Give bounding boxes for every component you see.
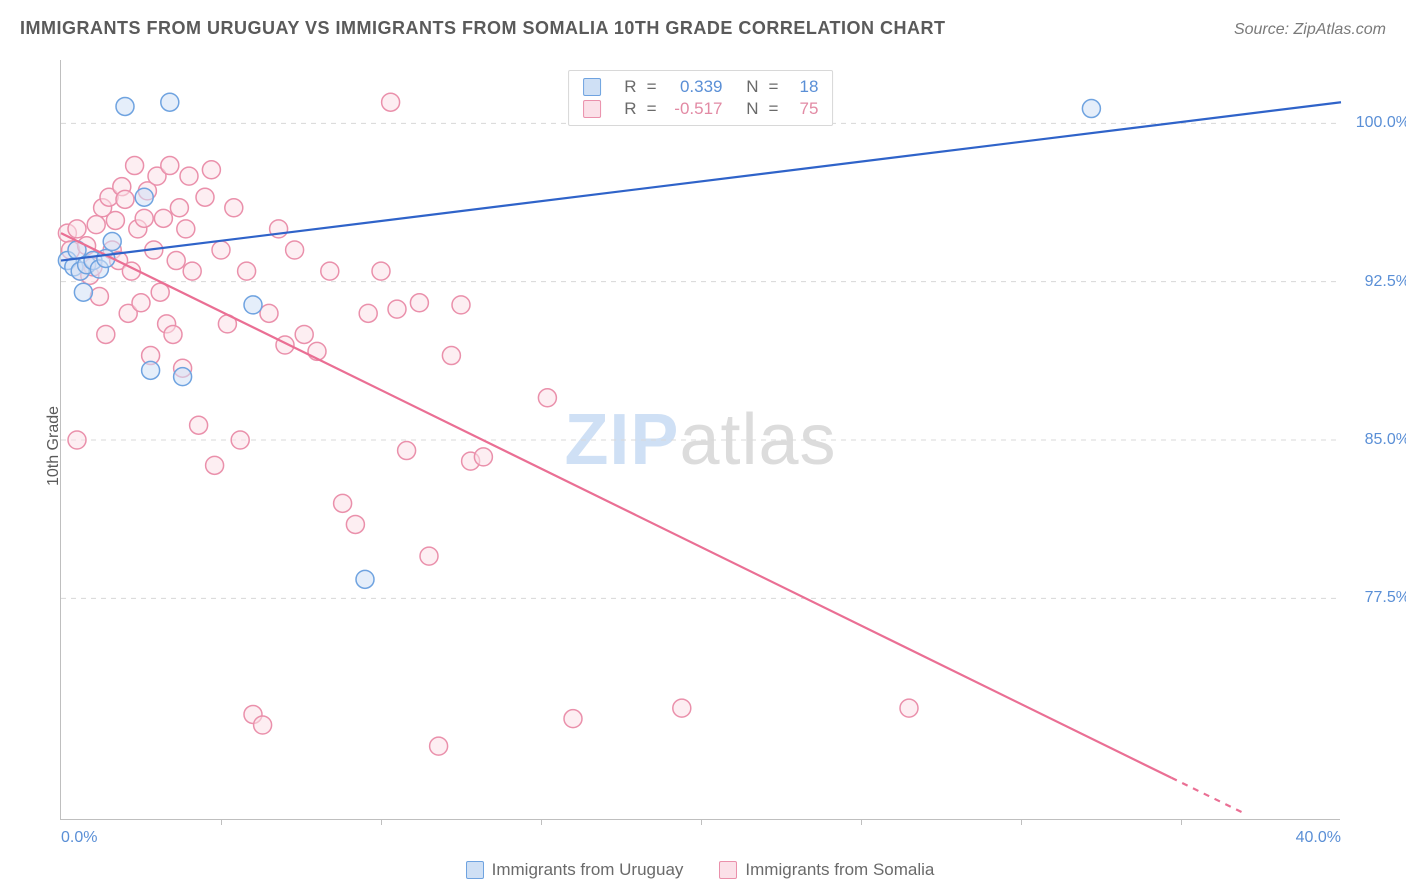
x-tick-label: 0.0% [61, 829, 97, 847]
pink-series-label: Immigrants from Somalia [745, 860, 934, 880]
n-label: N [733, 99, 759, 119]
pink-r-value: -0.517 [667, 99, 723, 119]
stats-row-pink: R = -0.517 N = 75 [583, 99, 819, 119]
x-tick-label: 40.0% [1296, 829, 1341, 847]
bottom-legend: Immigrants from Uruguay Immigrants from … [60, 860, 1340, 880]
stats-legend-box: R = 0.339 N = 18 R = -0.517 N = 75 [568, 70, 834, 126]
blue-swatch [466, 861, 484, 879]
pink-n-value: 75 [788, 99, 818, 119]
equals: = [769, 99, 779, 119]
source-link[interactable]: ZipAtlas.com [1294, 21, 1386, 38]
chart-title: IMMIGRANTS FROM URUGUAY VS IMMIGRANTS FR… [20, 18, 946, 39]
y-tick-label: 92.5% [1365, 273, 1406, 291]
n-label: N [733, 77, 759, 97]
r-label: R [611, 99, 637, 119]
blue-swatch [583, 78, 601, 96]
stats-row-blue: R = 0.339 N = 18 [583, 77, 819, 97]
blue-n-value: 18 [788, 77, 818, 97]
y-tick-label: 100.0% [1356, 114, 1406, 132]
equals: = [647, 77, 657, 97]
r-label: R [611, 77, 637, 97]
source-prefix: Source: [1234, 21, 1294, 38]
pink-swatch [583, 100, 601, 118]
blue-r-value: 0.339 [667, 77, 723, 97]
source-attribution: Source: ZipAtlas.com [1234, 21, 1386, 39]
chart-area: ZIPatlas R = 0.339 N = 18 R = -0.517 N =… [60, 60, 1340, 820]
equals: = [647, 99, 657, 119]
legend-item-pink: Immigrants from Somalia [719, 860, 934, 880]
legend-item-blue: Immigrants from Uruguay [466, 860, 684, 880]
pink-swatch [719, 861, 737, 879]
chart-svg [61, 60, 1341, 820]
y-tick-label: 85.0% [1365, 431, 1406, 449]
y-tick-label: 77.5% [1365, 589, 1406, 607]
blue-series-label: Immigrants from Uruguay [492, 860, 684, 880]
equals: = [769, 77, 779, 97]
